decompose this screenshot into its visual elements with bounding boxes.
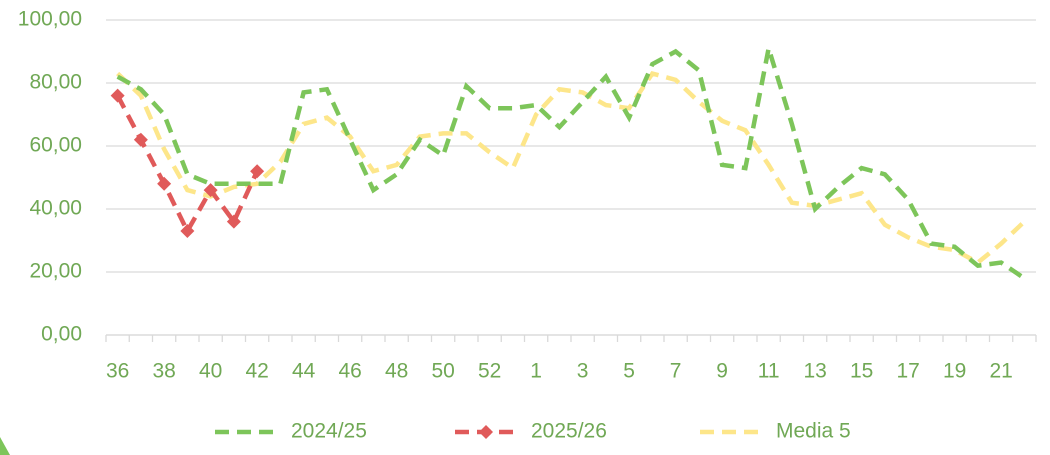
point-marker xyxy=(203,183,218,198)
x-tick-label: 13 xyxy=(803,360,826,383)
x-tick-label: 42 xyxy=(245,360,268,383)
x-tick-label: 36 xyxy=(106,360,129,383)
x-tick-label: 40 xyxy=(199,360,222,383)
x-tick-label: 46 xyxy=(338,360,361,383)
x-tick-label: 48 xyxy=(385,360,408,383)
x-tick-label: 5 xyxy=(623,360,635,383)
y-tick-label: 0,00 xyxy=(41,323,82,346)
point-marker xyxy=(133,132,148,147)
x-tick-label: 11 xyxy=(758,360,780,383)
corner-decoration xyxy=(0,437,10,455)
x-tick-label: 19 xyxy=(943,360,966,383)
y-tick-label: 20,00 xyxy=(29,260,82,283)
legend-label: 2025/26 xyxy=(531,420,607,443)
legend-label: Media 5 xyxy=(776,420,851,443)
x-tick-label: 38 xyxy=(152,360,175,383)
x-tick-label: 7 xyxy=(670,360,682,383)
x-tick-label: 52 xyxy=(478,360,501,383)
x-tick-label: 1 xyxy=(530,360,542,383)
x-tick-label: 21 xyxy=(989,360,1012,383)
series-line xyxy=(115,94,260,236)
point-marker xyxy=(226,214,241,229)
x-tick-label: 17 xyxy=(896,360,919,383)
x-tick-label: 15 xyxy=(850,360,873,383)
x-tick-label: 50 xyxy=(431,360,454,383)
point-marker xyxy=(110,88,125,103)
y-tick-label: 40,00 xyxy=(29,197,82,220)
point-marker xyxy=(250,164,265,179)
series-line xyxy=(116,47,1026,281)
y-tick-label: 80,00 xyxy=(29,71,82,94)
y-tick-label: 100,00 xyxy=(18,8,82,31)
series-line xyxy=(116,70,1026,266)
point-marker xyxy=(157,176,172,191)
x-tick-label: 9 xyxy=(716,360,728,383)
legend-label: 2024/25 xyxy=(291,420,367,443)
legend-marker xyxy=(479,425,493,439)
y-tick-label: 60,00 xyxy=(29,134,82,157)
x-tick-label: 3 xyxy=(577,360,589,383)
x-tick-label: 44 xyxy=(292,360,316,383)
point-marker xyxy=(180,224,195,239)
